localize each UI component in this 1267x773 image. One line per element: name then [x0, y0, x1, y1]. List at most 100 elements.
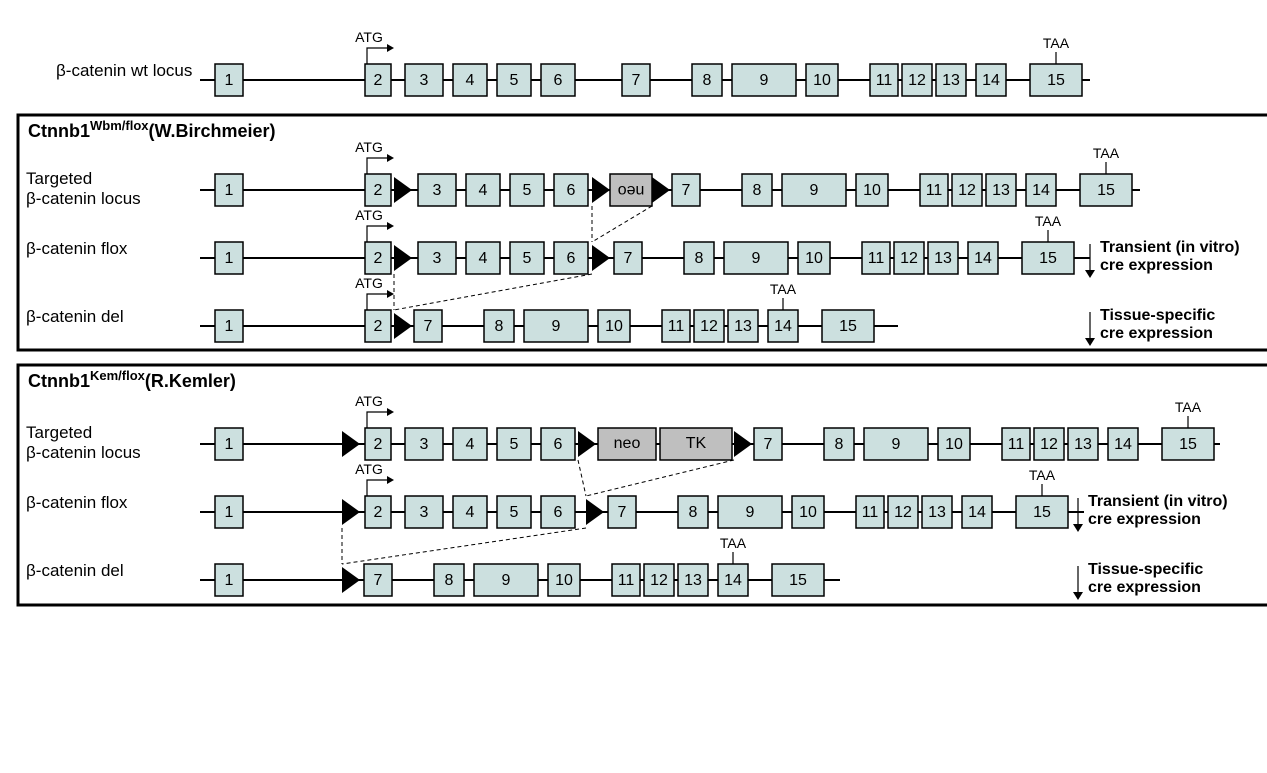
row-label: β-catenin flox	[26, 239, 128, 258]
recombination-dash	[578, 460, 586, 496]
row-label: β-catenin wt locus	[56, 61, 192, 80]
panel-box	[18, 115, 1267, 350]
loxp-triangle	[342, 567, 360, 593]
exon-label: 4	[466, 72, 475, 89]
exon-label: 7	[632, 72, 641, 89]
panel-box	[18, 365, 1267, 605]
exon-label: 15	[1179, 436, 1197, 453]
down-arrow-head	[1085, 270, 1095, 278]
exon-label: 11	[868, 250, 885, 267]
atg-arrow	[367, 158, 387, 174]
recombination-dash	[342, 528, 586, 564]
atg-arrowhead	[387, 408, 394, 416]
atg-label: ATG	[355, 275, 383, 291]
exon-label: 5	[523, 250, 532, 267]
annotation-text: cre expression	[1088, 579, 1201, 596]
exon-label: 1	[225, 250, 234, 267]
exon-label: 10	[605, 318, 623, 335]
exon-label: 8	[835, 436, 844, 453]
exon-label: 5	[510, 504, 519, 521]
exon-label: 11	[1008, 436, 1025, 453]
exon-label: 14	[724, 572, 742, 589]
exon-label: 1	[225, 72, 234, 89]
annotation-text: cre expression	[1100, 257, 1213, 274]
exon-label: 12	[908, 72, 926, 89]
loxp-triangle	[592, 177, 610, 203]
exon-label: 14	[982, 72, 1000, 89]
exon-label: 10	[805, 250, 823, 267]
exon-label: 13	[992, 182, 1010, 199]
exon-label: 3	[433, 182, 442, 199]
taa-label: TAA	[1029, 467, 1056, 483]
exon-label: 3	[420, 72, 429, 89]
exon-label: 6	[554, 504, 563, 521]
atg-label: ATG	[355, 139, 383, 155]
exon-label: 8	[695, 250, 704, 267]
exon-label: 8	[689, 504, 698, 521]
exon-label: 15	[1047, 72, 1065, 89]
cassette-label: neo	[618, 182, 645, 199]
loxp-triangle	[394, 177, 412, 203]
down-arrow-head	[1085, 338, 1095, 346]
atg-arrowhead	[387, 154, 394, 162]
exon-label: 1	[225, 572, 234, 589]
exon-label: 8	[703, 72, 712, 89]
exon-label: 15	[1033, 504, 1051, 521]
loxp-triangle	[578, 431, 596, 457]
annotation-text: cre expression	[1100, 325, 1213, 342]
exon-label: 1	[225, 182, 234, 199]
exon-label: 4	[479, 250, 488, 267]
exon-label: 14	[1114, 436, 1132, 453]
exon-label: 7	[764, 436, 773, 453]
recombination-dash	[586, 460, 734, 496]
exon-label: 2	[374, 250, 383, 267]
exon-label: 14	[774, 318, 792, 335]
exon-label: 2	[374, 436, 383, 453]
annotation-text: Transient (in vitro)	[1088, 493, 1228, 510]
exon-label: 4	[479, 182, 488, 199]
loxp-triangle	[342, 431, 360, 457]
exon-label: 7	[618, 504, 627, 521]
exon-label: 6	[567, 250, 576, 267]
recombination-dash	[592, 206, 652, 242]
atg-arrowhead	[387, 476, 394, 484]
exon-label: 7	[424, 318, 433, 335]
exon-label: 1	[225, 318, 234, 335]
exon-label: 5	[510, 436, 519, 453]
exon-label: 8	[495, 318, 504, 335]
exon-label: 9	[760, 72, 769, 89]
row-label: β-catenin flox	[26, 493, 128, 512]
exon-label: 12	[900, 250, 918, 267]
cassette-label: neo	[614, 435, 641, 452]
exon-label: 4	[466, 504, 475, 521]
exon-label: 5	[510, 72, 519, 89]
loxp-triangle	[394, 313, 412, 339]
exon-label: 13	[1074, 436, 1092, 453]
exon-label: 12	[958, 182, 976, 199]
exon-label: 13	[934, 250, 952, 267]
exon-label: 13	[684, 572, 702, 589]
exon-label: 4	[466, 436, 475, 453]
exon-label: 9	[892, 436, 901, 453]
taa-label: TAA	[770, 281, 797, 297]
exon-label: 15	[1097, 182, 1115, 199]
atg-arrowhead	[387, 44, 394, 52]
exon-label: 1	[225, 504, 234, 521]
loxp-triangle	[652, 177, 670, 203]
atg-arrow	[367, 48, 387, 64]
loxp-triangle	[592, 245, 610, 271]
annotation-text: Transient (in vitro)	[1100, 239, 1240, 256]
loxp-triangle	[586, 499, 604, 525]
exon-label: 8	[753, 182, 762, 199]
annotation-text: cre expression	[1088, 511, 1201, 528]
row-label: β-catenin locus	[26, 443, 141, 462]
exon-label: 9	[502, 572, 511, 589]
exon-label: 10	[799, 504, 817, 521]
taa-label: TAA	[1093, 145, 1120, 161]
exon-label: 10	[813, 72, 831, 89]
exon-label: 9	[552, 318, 561, 335]
gene-diagram: Ctnnb1Wbm/flox(W.Birchmeier)Ctnnb1Kem/fl…	[10, 10, 1267, 763]
exon-label: 11	[926, 182, 943, 199]
exon-label: 12	[700, 318, 718, 335]
taa-label: TAA	[1175, 399, 1202, 415]
